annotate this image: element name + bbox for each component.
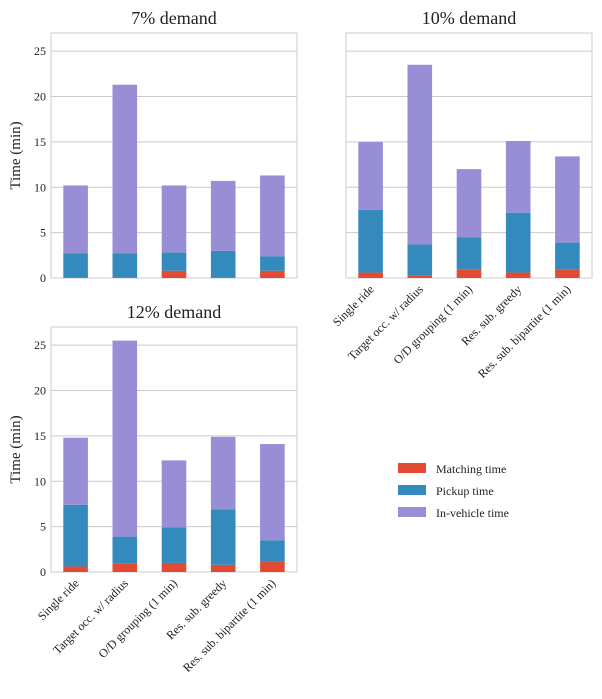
xtick-label: Single ride (35, 576, 82, 623)
bar-pickup-time-res-sub-bipartite-1-min (260, 540, 285, 562)
bar-in-vehicle-time-res-sub-bipartite-1-min (555, 156, 580, 243)
bar-pickup-time-res-sub-greedy (505, 212, 531, 273)
bar-pickup-time-res-sub-greedy (210, 509, 236, 565)
bar-matching-time-res-sub-greedy (210, 564, 236, 572)
panel-title: 10% demand (422, 8, 516, 28)
bar-matching-time-target-occ-w-radius (407, 275, 433, 278)
panel-title: 7% demand (131, 8, 216, 28)
bar-pickup-time-target-occ-w-radius (407, 244, 433, 276)
bar-pickup-time-o-d-grouping-1-min (456, 237, 482, 270)
bar-in-vehicle-time-res-sub-greedy (210, 436, 236, 510)
panel-title: 12% demand (127, 302, 221, 322)
bar-pickup-time-target-occ-w-radius (112, 253, 138, 278)
y-axis-label: Time (min) (8, 415, 24, 483)
bar-matching-time-res-sub-bipartite-1-min (260, 270, 285, 278)
ytick-label: 10 (34, 180, 46, 194)
bar-pickup-time-single-ride (358, 209, 383, 273)
bar-in-vehicle-time-o-d-grouping-1-min (161, 185, 187, 253)
bar-matching-time-o-d-grouping-1-min (161, 270, 187, 278)
bar-in-vehicle-time-target-occ-w-radius (407, 64, 433, 245)
ytick-label: 20 (34, 384, 46, 398)
legend-swatch-pickup (398, 485, 426, 495)
bar-matching-time-single-ride (63, 566, 88, 572)
ytick-label: 5 (40, 226, 46, 240)
ytick-label: 10 (34, 474, 46, 488)
ytick-label: 5 (40, 520, 46, 534)
bar-matching-time-res-sub-bipartite-1-min (555, 269, 580, 278)
legend-label-pickup: Pickup time (436, 484, 494, 498)
legend-box (368, 451, 532, 527)
bar-matching-time-target-occ-w-radius (112, 277, 138, 278)
ytick-label: 25 (34, 338, 46, 352)
bar-in-vehicle-time-target-occ-w-radius (112, 84, 138, 254)
bar-in-vehicle-time-res-sub-bipartite-1-min (260, 444, 285, 541)
bar-pickup-time-res-sub-bipartite-1-min (260, 256, 285, 271)
legend-label-matching: Matching time (436, 462, 506, 476)
bar-in-vehicle-time-o-d-grouping-1-min (161, 460, 187, 528)
bar-matching-time-target-occ-w-radius (112, 563, 138, 572)
bar-pickup-time-target-occ-w-radius (112, 536, 138, 564)
bar-pickup-time-single-ride (63, 504, 88, 567)
ytick-label: 0 (40, 565, 46, 579)
xtick-label: Single ride (330, 282, 377, 329)
bar-matching-time-res-sub-bipartite-1-min (260, 561, 285, 572)
bar-pickup-time-res-sub-greedy (210, 250, 236, 278)
bar-matching-time-o-d-grouping-1-min (456, 269, 482, 278)
bar-matching-time-o-d-grouping-1-min (161, 562, 187, 572)
ytick-label: 15 (34, 429, 46, 443)
ytick-label: 25 (34, 44, 46, 58)
xtick-label: Res. sub. bipartite (1 min) (180, 576, 279, 675)
bar-pickup-time-o-d-grouping-1-min (161, 527, 187, 563)
legend-swatch-in-vehicle (398, 507, 426, 517)
bar-in-vehicle-time-res-sub-bipartite-1-min (260, 175, 285, 257)
xtick-label: Res. sub. bipartite (1 min) (475, 282, 574, 381)
y-axis-label: Time (min) (8, 121, 24, 189)
legend-label-in-vehicle: In-vehicle time (436, 506, 509, 520)
bar-in-vehicle-time-res-sub-greedy (210, 180, 236, 251)
ytick-label: 15 (34, 135, 46, 149)
legend-swatch-matching (398, 463, 426, 473)
bar-pickup-time-single-ride (63, 253, 88, 278)
bar-in-vehicle-time-single-ride (358, 141, 383, 210)
ytick-label: 20 (34, 90, 46, 104)
bar-matching-time-single-ride (358, 272, 383, 278)
bar-matching-time-res-sub-greedy (505, 272, 531, 278)
ytick-label: 0 (40, 271, 46, 285)
bar-in-vehicle-time-target-occ-w-radius (112, 340, 138, 537)
bar-pickup-time-o-d-grouping-1-min (161, 252, 187, 271)
bar-in-vehicle-time-single-ride (63, 437, 88, 505)
bar-pickup-time-res-sub-bipartite-1-min (555, 242, 580, 270)
bar-in-vehicle-time-single-ride (63, 185, 88, 254)
legend: Matching time Pickup time In-vehicle tim… (368, 451, 532, 527)
bar-matching-time-res-sub-greedy (210, 277, 236, 278)
bar-in-vehicle-time-res-sub-greedy (505, 140, 531, 213)
bar-in-vehicle-time-o-d-grouping-1-min (456, 169, 482, 238)
bar-matching-time-single-ride (63, 277, 88, 278)
panel-7-percent-demand: 0 5 10 15 20 25 7% demand Time (min) (8, 8, 298, 285)
